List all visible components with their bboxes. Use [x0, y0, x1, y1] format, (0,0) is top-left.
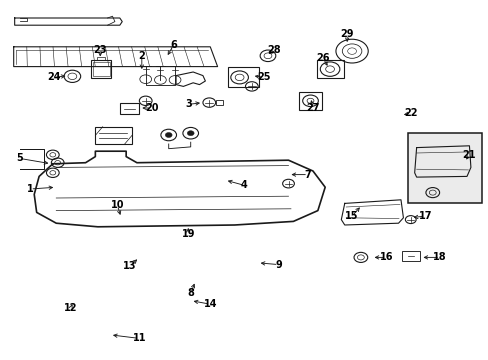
Text: 9: 9 — [275, 260, 282, 270]
Bar — [91, 60, 111, 78]
Text: 24: 24 — [47, 72, 61, 82]
Text: 23: 23 — [93, 45, 107, 55]
Text: 25: 25 — [257, 72, 270, 82]
Text: 13: 13 — [122, 261, 136, 271]
Text: 5: 5 — [16, 153, 23, 163]
Bar — [227, 67, 259, 87]
Text: 27: 27 — [305, 103, 319, 113]
Text: 8: 8 — [187, 288, 194, 298]
Bar — [97, 57, 105, 60]
Bar — [120, 103, 139, 114]
Text: 18: 18 — [432, 252, 446, 262]
Text: 28: 28 — [266, 45, 280, 55]
Text: 15: 15 — [345, 211, 358, 221]
Bar — [215, 100, 223, 105]
Bar — [401, 251, 419, 261]
Text: 1: 1 — [27, 184, 34, 194]
Text: 12: 12 — [64, 303, 78, 313]
Text: 29: 29 — [340, 29, 353, 39]
Text: 14: 14 — [203, 299, 217, 309]
Bar — [298, 92, 322, 110]
Bar — [95, 127, 132, 144]
Text: 16: 16 — [379, 252, 392, 262]
Bar — [316, 60, 343, 78]
Text: 2: 2 — [138, 51, 145, 61]
Circle shape — [187, 131, 194, 136]
Text: 19: 19 — [181, 229, 195, 239]
Text: 7: 7 — [304, 170, 311, 180]
Bar — [407, 133, 481, 203]
Text: 20: 20 — [144, 103, 158, 113]
Text: 17: 17 — [418, 211, 431, 221]
Bar — [93, 62, 109, 76]
Text: 6: 6 — [170, 40, 177, 50]
Text: 10: 10 — [110, 200, 124, 210]
Text: 22: 22 — [403, 108, 417, 118]
Text: 11: 11 — [132, 333, 146, 343]
Text: 3: 3 — [184, 99, 191, 109]
Text: 21: 21 — [462, 150, 475, 160]
Circle shape — [165, 132, 172, 138]
Text: 4: 4 — [241, 180, 247, 190]
Text: 26: 26 — [315, 53, 329, 63]
